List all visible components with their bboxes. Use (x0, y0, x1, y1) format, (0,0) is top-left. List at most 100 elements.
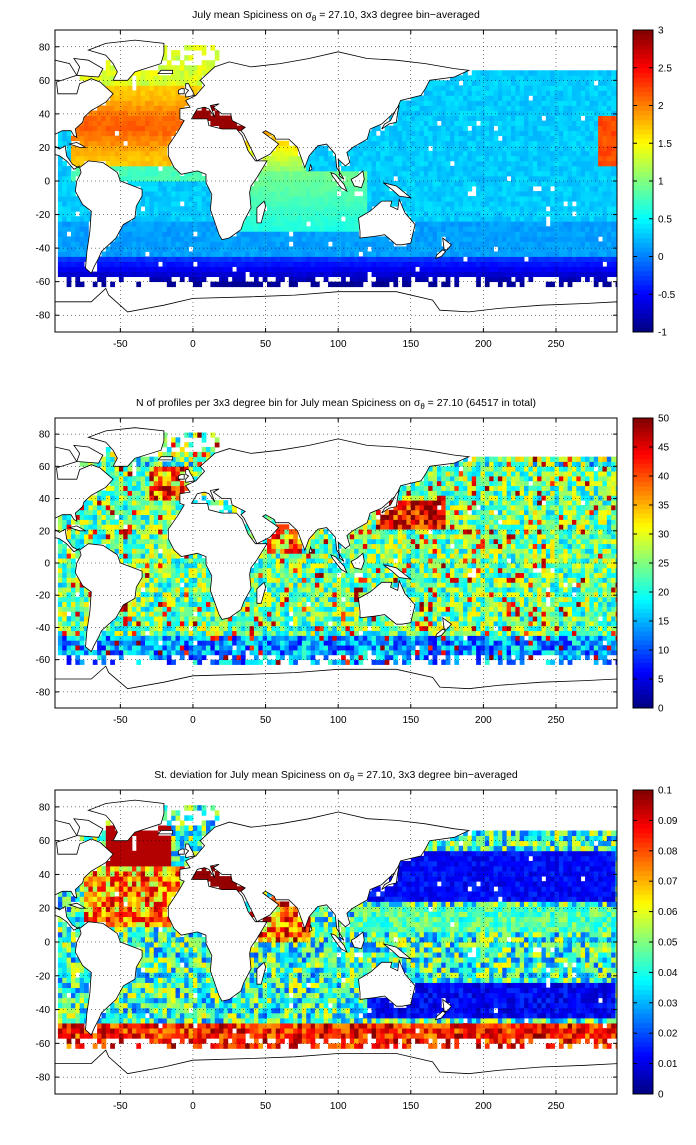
data-bin (585, 116, 590, 121)
data-bin (559, 251, 564, 256)
data-bin (515, 141, 520, 146)
data-bin (559, 267, 564, 272)
data-bin (223, 272, 228, 277)
data-bin (167, 650, 172, 655)
data-bin (132, 491, 137, 496)
data-bin (494, 95, 499, 100)
data-bin (162, 481, 167, 486)
data-bin (502, 100, 507, 105)
data-bin (67, 592, 72, 597)
data-bin (350, 211, 355, 216)
data-bin (158, 136, 163, 141)
data-bin (167, 257, 172, 262)
data-bin (415, 131, 420, 136)
data-bin (280, 226, 285, 231)
data-bin (589, 257, 594, 262)
data-bin (193, 206, 198, 211)
data-bin (616, 106, 621, 111)
data-bin (254, 246, 259, 251)
data-bin (415, 106, 420, 111)
data-bin (123, 151, 128, 156)
data-bin (585, 181, 590, 186)
data-bin (254, 181, 259, 186)
data-bin (441, 151, 446, 156)
data-bin (206, 246, 211, 251)
data-bin (463, 226, 468, 231)
data-bin (110, 534, 115, 539)
data-bin (489, 176, 494, 181)
data-bin (402, 267, 407, 272)
data-bin (568, 231, 573, 236)
data-bin (533, 216, 538, 221)
data-bin (406, 246, 411, 251)
data-bin (459, 151, 464, 156)
data-bin (467, 136, 472, 141)
data-bin (132, 549, 137, 554)
data-bin (385, 151, 390, 156)
data-bin (489, 272, 494, 277)
data-bin (136, 267, 141, 272)
data-bin (402, 171, 407, 176)
data-bin (162, 573, 167, 578)
data-bin (149, 645, 154, 650)
data-bin (350, 257, 355, 262)
data-bin (437, 206, 442, 211)
data-bin (502, 151, 507, 156)
data-bin (136, 141, 141, 146)
data-bin (415, 161, 420, 166)
data-bin (145, 171, 150, 176)
data-bin (154, 236, 159, 241)
data-bin (345, 231, 350, 236)
data-bin (563, 171, 568, 176)
data-bin (533, 226, 538, 231)
data-bin (594, 131, 599, 136)
data-bin (84, 156, 89, 161)
data-bin (298, 257, 303, 262)
data-bin (441, 156, 446, 161)
data-bin (189, 236, 194, 241)
data-bin (241, 277, 246, 282)
data-bin (280, 201, 285, 206)
data-bin (572, 272, 577, 277)
data-bin (594, 85, 599, 90)
data-bin (359, 267, 364, 272)
data-bin (110, 660, 115, 665)
data-bin (576, 85, 581, 90)
data-bin (145, 500, 150, 505)
data-bin (446, 156, 451, 161)
data-bin (106, 80, 111, 85)
data-bin (611, 141, 616, 146)
data-bin (555, 111, 560, 116)
data-bin (472, 196, 477, 201)
data-bin (115, 524, 120, 529)
data-bin (62, 171, 67, 176)
data-bin (507, 191, 512, 196)
data-bin (502, 186, 507, 191)
y-tick-label: -60 (36, 277, 51, 288)
data-bin (581, 206, 586, 211)
data-bin (454, 151, 459, 156)
data-bin (415, 100, 420, 105)
data-bin (454, 246, 459, 251)
data-bin (415, 126, 420, 131)
data-bin (546, 211, 551, 216)
data-bin (581, 176, 586, 181)
data-bin (528, 70, 533, 75)
data-bin (219, 282, 224, 287)
data-bin (576, 70, 581, 75)
data-bin (189, 216, 194, 221)
data-bin (267, 196, 272, 201)
data-bin (393, 277, 398, 282)
data-bin (415, 272, 420, 277)
data-bin (472, 95, 477, 100)
data-bin (298, 241, 303, 246)
data-bin (533, 95, 538, 100)
data-bin (215, 55, 220, 60)
data-bin (75, 631, 80, 636)
data-bin (411, 272, 416, 277)
data-bin (145, 70, 150, 75)
data-bin (572, 70, 577, 75)
data-bin (559, 106, 564, 111)
data-bin (598, 75, 603, 80)
data-bin (533, 166, 538, 171)
